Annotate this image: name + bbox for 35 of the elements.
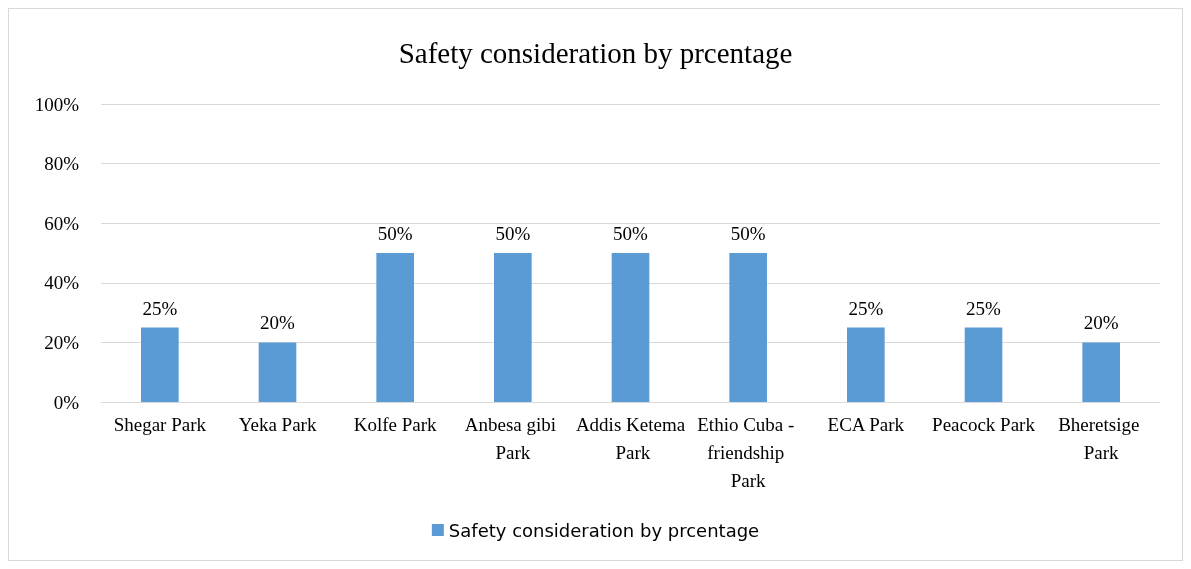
- bar: [376, 253, 414, 402]
- y-tick-label: 40%: [44, 272, 80, 294]
- data-label: 50%: [495, 223, 531, 244]
- y-tick-label: 80%: [44, 153, 80, 175]
- data-label: 50%: [730, 223, 766, 244]
- data-label: 25%: [848, 297, 884, 319]
- legend-label: Safety consideration by prcentage: [448, 519, 760, 541]
- data-label: 20%: [1083, 312, 1119, 334]
- bar: [258, 342, 297, 402]
- data-label: 50%: [377, 223, 413, 244]
- x-tick-label: Anbesa gibi Park: [464, 413, 561, 463]
- y-tick-label: 0%: [53, 391, 80, 413]
- data-label: 20%: [260, 312, 296, 334]
- data-label: 25%: [142, 297, 178, 319]
- x-tick-label: Shegar Park: [113, 413, 207, 435]
- bar: [494, 253, 532, 402]
- x-tick-label: Addis Ketema Park: [575, 413, 686, 463]
- chart-title: Safety consideration by prcentage: [398, 36, 793, 69]
- bar: [729, 253, 767, 402]
- bar: [847, 327, 885, 402]
- bar: [141, 327, 179, 402]
- x-tick-label: Yeka Park: [238, 413, 317, 435]
- data-label: 50%: [613, 223, 649, 244]
- y-tick-label: 100%: [34, 93, 80, 115]
- x-tick-label: Ethio Cuba - friendship Park: [697, 413, 800, 491]
- data-label: 25%: [966, 297, 1002, 319]
- bar: [1082, 342, 1120, 402]
- bar: [964, 327, 1003, 402]
- x-tick-label: ECA Park: [827, 413, 905, 435]
- y-tick-label: 60%: [44, 212, 80, 234]
- y-tick-label: 20%: [44, 331, 80, 353]
- x-tick-label: Bheretsige Park: [1058, 413, 1145, 463]
- x-tick-label: Peacock Park: [932, 413, 1036, 435]
- x-tick-label: Kolfe Park: [353, 413, 438, 435]
- bar: [611, 253, 650, 402]
